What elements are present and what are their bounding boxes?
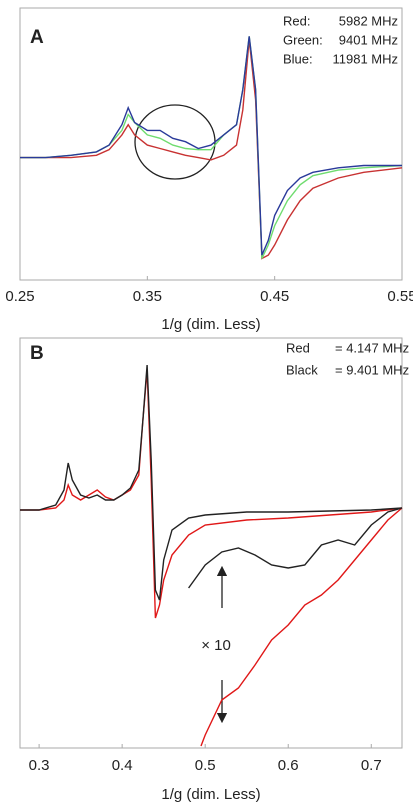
legend-name: Black	[286, 362, 318, 377]
x-tick-label: 0.45	[260, 288, 289, 305]
annotation: × 10	[201, 637, 231, 654]
highlight-circle	[134, 104, 216, 180]
data-line	[20, 36, 402, 256]
data-line	[200, 507, 403, 747]
x-tick-label: 0.35	[133, 288, 162, 305]
legend-name: Green:	[283, 32, 323, 47]
panel-label: B	[30, 343, 44, 364]
data-line	[20, 39, 403, 260]
x-tick-label: 0.5	[195, 757, 216, 774]
data-line	[20, 36, 403, 259]
x-tick-label: 0.25	[5, 288, 34, 305]
legend-value: 9401 MHz	[339, 32, 398, 47]
x-axis-title: 1/g (dim. Less)	[161, 316, 260, 333]
legend-name: Red:	[283, 13, 310, 28]
legend-value: = 9.401 MHz	[335, 362, 409, 377]
legend-value: 5982 MHz	[339, 13, 398, 28]
x-tick-label: 0.4	[112, 757, 133, 774]
data-line	[20, 369, 403, 619]
panel-label: A	[30, 27, 44, 48]
x-axis-title: 1/g (dim. Less)	[161, 786, 260, 803]
plot-frame	[19, 337, 403, 749]
legend-value: 11981 MHz	[332, 51, 398, 66]
legend-value: = 4.147 MHz	[335, 340, 409, 355]
plot-frame	[19, 7, 403, 281]
x-tick-label: 0.6	[278, 757, 299, 774]
x-tick-label: 0.3	[29, 757, 50, 774]
legend-name: Blue:	[283, 51, 313, 66]
data-line	[188, 507, 403, 589]
x-tick-label: 0.7	[361, 757, 382, 774]
legend-name: Red	[286, 340, 310, 355]
data-line	[20, 364, 403, 601]
x-tick-label: 0.55	[387, 288, 413, 305]
